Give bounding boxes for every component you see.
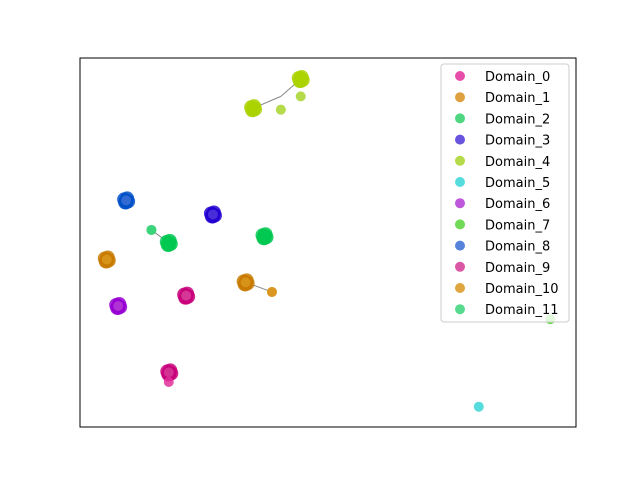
- cluster-5-point-5: [257, 229, 272, 244]
- point-Domain_9-1: [181, 290, 192, 301]
- legend-marker-Domain_10: [455, 283, 465, 293]
- legend-label-Domain_5: Domain_5: [485, 176, 550, 191]
- legend-label-Domain_0: Domain_0: [485, 70, 550, 85]
- point-Domain_9-0: [163, 367, 174, 378]
- legend-label-Domain_7: Domain_7: [485, 218, 550, 233]
- point-Domain_4-0: [295, 91, 306, 102]
- legend-frame: [440, 63, 570, 323]
- legend-label-Domain_1: Domain_1: [485, 91, 550, 106]
- legend-marker-Domain_9: [455, 261, 465, 272]
- legend-label-Domain_11: Domain_11: [485, 303, 559, 318]
- cluster-4-point-5: [161, 235, 176, 250]
- legend-marker-Domain_8: [455, 240, 465, 251]
- cluster-9: [244, 99, 263, 118]
- legend-label-Domain_9: Domain_9: [485, 261, 550, 276]
- legend-marker-Domain_7: [455, 219, 465, 230]
- legend-marker-Domain_4: [455, 155, 465, 166]
- legend-label-Domain_3: Domain_3: [485, 134, 550, 149]
- point-Domain_10-0: [101, 254, 112, 265]
- point-Domain_5-0: [473, 401, 484, 412]
- cluster-5: [255, 227, 274, 246]
- cluster-10-point-5: [293, 72, 308, 87]
- legend-marker-Domain_2: [455, 113, 465, 124]
- legend-label-Domain_10: Domain_10: [485, 282, 559, 297]
- cluster-4: [159, 233, 178, 252]
- point-Domain_3-0: [207, 209, 218, 220]
- point-Domain_4-1: [275, 104, 286, 115]
- legend-label-Domain_2: Domain_2: [485, 112, 550, 127]
- legend-label-Domain_6: Domain_6: [485, 197, 550, 212]
- point-Domain_6-0: [113, 300, 124, 311]
- point-Domain_8-0: [121, 195, 132, 206]
- legend-marker-Domain_5: [455, 177, 465, 187]
- point-Domain_10-1: [240, 277, 251, 288]
- legend-marker-Domain_0: [455, 71, 465, 81]
- legend-marker-Domain_1: [455, 92, 465, 103]
- legend-marker-Domain_11: [455, 304, 465, 315]
- legend: Domain_0 Domain_1 Domain_2 Domain_3 Domain_4…: [440, 63, 570, 323]
- cluster-10: [291, 70, 310, 89]
- legend-label-Domain_8: Domain_8: [485, 240, 550, 255]
- point-Domain_0-0: [163, 376, 174, 387]
- point-Domain_11-0: [146, 224, 157, 235]
- legend-marker-Domain_6: [455, 198, 465, 209]
- legend-marker-Domain_3: [455, 134, 465, 145]
- point-Domain_10-2: [266, 286, 277, 297]
- cluster-9-point-5: [246, 101, 261, 116]
- points-layer: [101, 91, 556, 412]
- legend-label-Domain_4: Domain_4: [485, 155, 550, 170]
